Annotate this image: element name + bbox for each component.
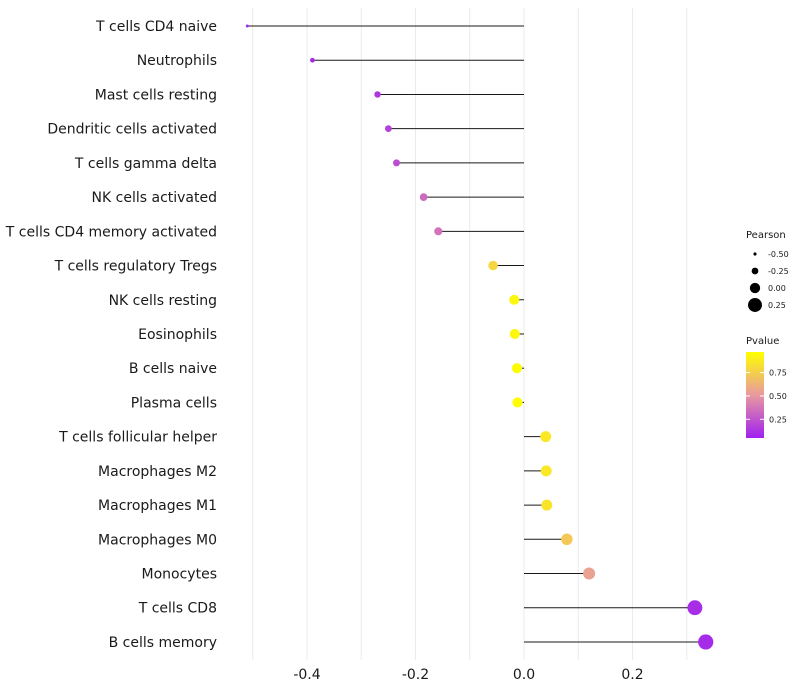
- y-tick-labels: T cells CD4 naive Neutrophils Mast cells r…: [5, 19, 217, 651]
- lollipop-point: [393, 159, 400, 167]
- pearson-legend-key: [753, 252, 757, 256]
- pvalue-legend-label: 0.75: [769, 369, 787, 378]
- x-tick-label: -0.4: [293, 667, 320, 683]
- pearson-legend-key: [748, 298, 762, 312]
- lollipop-point: [583, 567, 596, 580]
- y-tick-label: Macrophages M0: [98, 532, 217, 548]
- lollipop-point: [687, 600, 703, 616]
- pearson-legend-label: -0.25: [768, 267, 789, 276]
- y-tick-label: Monocytes: [142, 567, 217, 583]
- lollipop-point: [374, 91, 381, 98]
- y-tick-label: T cells CD4 naive: [95, 19, 217, 35]
- y-tick-label: B cells memory: [109, 635, 217, 651]
- lollipop-point: [488, 260, 498, 271]
- lollipop-point: [310, 57, 315, 63]
- x-tick-label: -0.2: [402, 667, 429, 683]
- y-tick-label: Plasma cells: [131, 395, 217, 411]
- grid-layer: [252, 8, 688, 660]
- lollipop-point: [561, 533, 573, 546]
- y-tick-label: B cells naive: [129, 361, 217, 377]
- y-tick-label: T cells CD4 memory activated: [5, 224, 217, 240]
- lollipop-point: [541, 499, 553, 511]
- lollipop-point: [511, 363, 523, 374]
- lollipop-point: [509, 294, 520, 305]
- pvalue-colorbar: [746, 352, 764, 438]
- y-tick-label: NK cells activated: [92, 190, 217, 206]
- lollipop-point: [245, 24, 249, 28]
- y-tick-label: Mast cells resting: [95, 87, 217, 103]
- y-tick-label: T cells follicular helper: [58, 430, 217, 446]
- lollipop-point: [698, 634, 714, 650]
- y-tick-label: Eosinophils: [138, 327, 217, 343]
- y-tick-label: T cells CD8: [138, 601, 217, 617]
- pvalue-color-legend: Pvalue 0.75 0.50 0.25: [746, 336, 787, 438]
- y-tick-label: Neutrophils: [137, 53, 217, 69]
- lollipop-point: [385, 125, 392, 133]
- pearson-legend-label: -0.50: [768, 250, 789, 259]
- lollipop-point: [512, 397, 523, 408]
- pearson-legend-title: Pearson: [746, 230, 786, 241]
- pvalue-legend-title: Pvalue: [746, 336, 779, 347]
- y-tick-label: Dendritic cells activated: [47, 122, 217, 138]
- y-tick-label: T cells regulatory Tregs: [54, 259, 217, 275]
- stem-layer: [247, 25, 706, 643]
- pearson-legend-label: 0.00: [768, 284, 786, 293]
- pvalue-legend-label: 0.25: [769, 415, 787, 424]
- pearson-legend-label: 0.25: [768, 301, 786, 310]
- x-tick-label: 0.2: [621, 667, 643, 683]
- lollipop-point: [434, 227, 443, 236]
- point-layer: [245, 24, 714, 650]
- lollipop-point: [419, 193, 428, 201]
- pearson-legend-key: [751, 267, 759, 275]
- lollipop-point: [509, 328, 520, 340]
- lollipop-point: [540, 465, 552, 477]
- y-tick-label: Macrophages M1: [98, 498, 217, 514]
- lollipop-point: [540, 431, 552, 443]
- y-tick-label: NK cells resting: [109, 293, 217, 309]
- pearson-legend-key: [749, 282, 761, 294]
- y-tick-label: T cells gamma delta: [74, 156, 217, 172]
- pvalue-legend-label: 0.50: [769, 392, 787, 401]
- x-tick-label: 0.0: [513, 667, 535, 683]
- pearson-size-legend: Pearson -0.50 -0.25 0.00 0.25: [746, 230, 789, 312]
- y-tick-label: Macrophages M2: [98, 464, 217, 480]
- x-tick-labels: -0.4 -0.2 0.0 0.2: [293, 667, 643, 683]
